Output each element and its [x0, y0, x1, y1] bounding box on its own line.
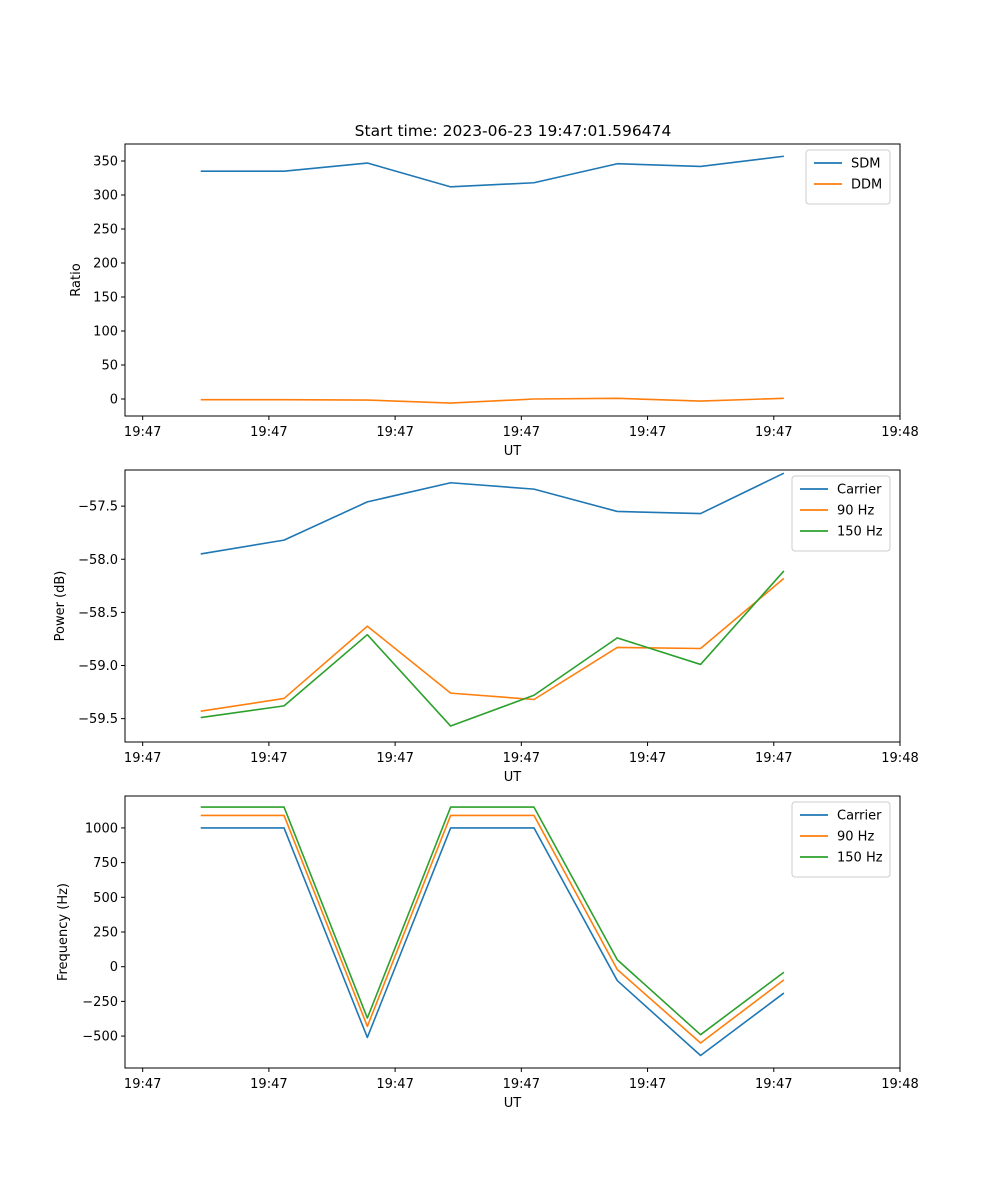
- y-tick-label: −59.5: [78, 712, 118, 727]
- y-tick-label: 350: [93, 155, 118, 170]
- y-tick-label: −57.5: [78, 500, 118, 515]
- x-tick-label: 19:47: [250, 751, 287, 766]
- series-line-150-hz: [200, 806, 785, 1036]
- series-line-sdm: [200, 155, 784, 188]
- y-tick-label: 100: [93, 325, 118, 340]
- y-tick-label: 0: [110, 960, 118, 975]
- subplot-3: 19:47 19:47 19:47 19:47 19:47 19:47 19:48 −500 −…: [56, 795, 919, 1111]
- panels: 19:47 19:47 19:47 19:47 19:47 19:47 19:48 0 50 10…: [53, 143, 919, 1111]
- x-tick-label: 19:47: [250, 425, 287, 440]
- x-tick-label: 19:47: [376, 751, 413, 766]
- legend-entry: Carrier: [837, 483, 882, 498]
- y-tick-label: 0: [110, 393, 118, 408]
- y-tick-label: −500: [82, 1030, 118, 1045]
- x-tick-label: 19:48: [881, 751, 918, 766]
- x-tick-label: 19:47: [755, 1077, 792, 1092]
- x-tick-label: 19:47: [755, 425, 792, 440]
- y-tick-label: 1000: [85, 821, 118, 836]
- y-tick-label: 50: [101, 359, 118, 374]
- y-tick-label: 500: [93, 891, 118, 906]
- x-tick-label: 19:47: [629, 425, 666, 440]
- series-line-carrier: [200, 827, 785, 1057]
- x-tick-label: 19:47: [124, 751, 161, 766]
- series-line-carrier: [200, 472, 785, 555]
- legend-entry: 150 Hz: [837, 525, 883, 540]
- y-tick-label: −58.5: [78, 606, 118, 621]
- y-tick-label: 300: [93, 189, 118, 204]
- legend-entry: SDM: [851, 157, 880, 172]
- x-tick-label: 19:47: [755, 751, 792, 766]
- y-axis-label: Ratio: [69, 263, 84, 296]
- x-tick-label: 19:47: [629, 1077, 666, 1092]
- legend-entry: 90 Hz: [837, 504, 874, 519]
- legend-entry: 90 Hz: [837, 830, 874, 845]
- legend-entry: Carrier: [837, 809, 882, 824]
- legend-box: [791, 801, 891, 878]
- y-tick-label: 200: [93, 257, 118, 272]
- legend: SDM DDM: [805, 149, 891, 205]
- x-axis-label: UT: [504, 444, 522, 459]
- subplot-2: 19:47 19:47 19:47 19:47 19:47 19:47 19:48 −59.5…: [53, 469, 919, 785]
- axes-frame: [124, 143, 901, 417]
- y-tick-label: −250: [82, 995, 118, 1010]
- legend-entry: 150 Hz: [837, 851, 883, 866]
- axes-frame: [124, 469, 901, 743]
- x-tick-label: 19:47: [376, 1077, 413, 1092]
- x-tick-label: 19:47: [503, 751, 540, 766]
- y-tick-label: −58.0: [78, 553, 118, 568]
- y-tick-label: −59.0: [78, 659, 118, 674]
- legend-entry: DDM: [851, 178, 882, 193]
- y-tick-label: 250: [93, 223, 118, 238]
- y-tick-label: 150: [93, 291, 118, 306]
- legend: Carrier 90 Hz 150 Hz: [791, 475, 891, 552]
- x-tick-label: 19:47: [629, 751, 666, 766]
- x-tick-label: 19:47: [124, 425, 161, 440]
- x-tick-label: 19:47: [250, 1077, 287, 1092]
- x-tick-label: 19:47: [503, 1077, 540, 1092]
- x-tick-label: 19:48: [881, 1077, 918, 1092]
- x-axis-label: UT: [504, 770, 522, 785]
- series-line-ddm: [200, 397, 784, 404]
- legend-box: [791, 475, 891, 552]
- figure-title: Start time: 2023-06-23 19:47:01.596474: [355, 122, 672, 140]
- series-line-150-hz: [200, 570, 785, 727]
- y-axis-label: Power (dB): [53, 571, 68, 642]
- x-axis-label: UT: [504, 1096, 522, 1111]
- y-tick-label: 250: [93, 926, 118, 941]
- x-tick-label: 19:48: [881, 425, 918, 440]
- y-axis-label: Frequency (Hz): [56, 883, 71, 981]
- x-tick-label: 19:47: [124, 1077, 161, 1092]
- y-tick-label: 750: [93, 856, 118, 871]
- x-tick-label: 19:47: [376, 425, 413, 440]
- subplot-1: 19:47 19:47 19:47 19:47 19:47 19:47 19:48 0 50 10…: [69, 143, 919, 459]
- series-line-90-hz: [200, 814, 785, 1044]
- legend: Carrier 90 Hz 150 Hz: [791, 801, 891, 878]
- series-line-90-hz: [200, 577, 785, 712]
- x-tick-label: 19:47: [503, 425, 540, 440]
